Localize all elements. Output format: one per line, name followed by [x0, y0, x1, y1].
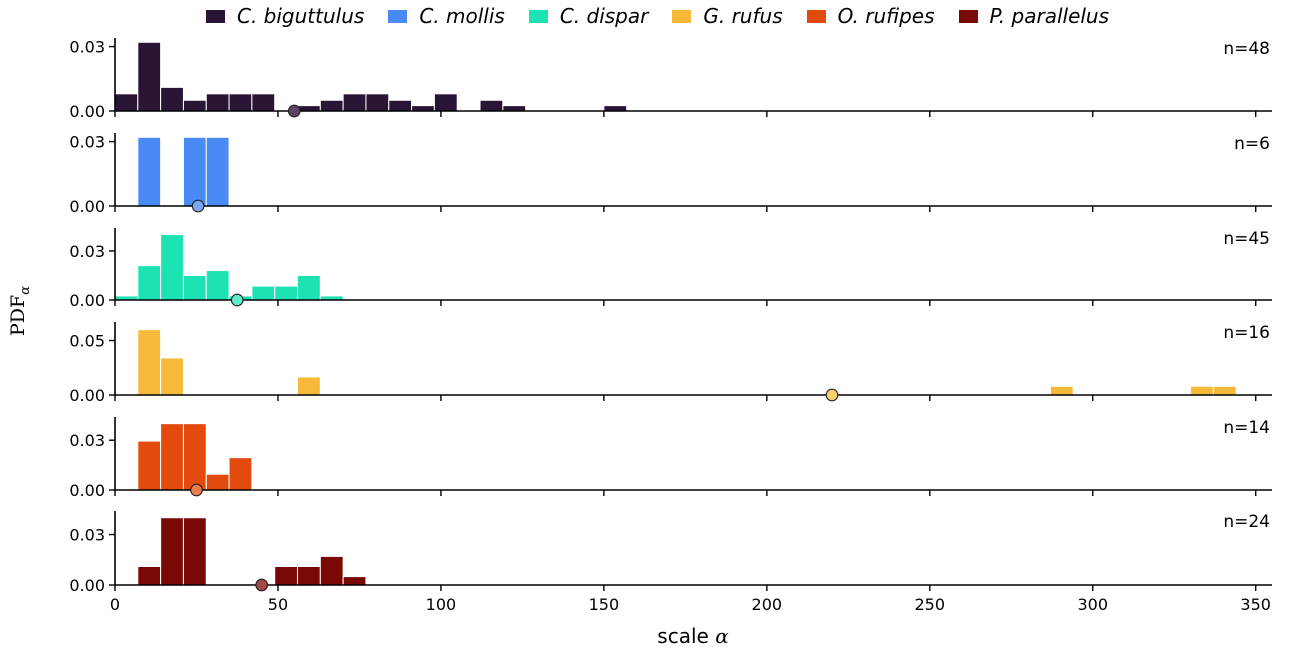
- histogram-bar: [160, 517, 184, 586]
- mean-marker: [255, 578, 269, 592]
- legend-label: P. parallelus: [989, 4, 1110, 28]
- histogram-bar: [114, 93, 139, 112]
- histogram-bar: [1212, 385, 1237, 396]
- histogram-bar: [228, 457, 253, 491]
- legend-item: O. rufipes: [806, 4, 935, 28]
- histogram-bar: [160, 357, 184, 396]
- histogram-bar: [251, 285, 276, 301]
- histogram-bar: [411, 105, 435, 112]
- histogram-bar: [137, 265, 162, 301]
- histogram-bar: [1049, 385, 1074, 396]
- histogram-bar: [365, 93, 390, 112]
- y-tick-label: 0.00: [69, 576, 105, 595]
- legend-item: C. biguttulus: [206, 4, 364, 28]
- histogram-bar: [502, 105, 527, 112]
- histogram-bar: [137, 329, 162, 396]
- legend-swatch: [672, 9, 692, 23]
- x-tick-label: 350: [1240, 595, 1271, 614]
- sample-size-label: n=48: [1223, 39, 1270, 59]
- mean-marker: [287, 104, 301, 118]
- histogram-bar: [182, 136, 207, 207]
- histogram-bar: [137, 136, 162, 207]
- legend-item: C. dispar: [528, 4, 649, 28]
- histogram-bar: [205, 136, 230, 207]
- histogram-bar: [182, 274, 207, 301]
- histogram-bar: [137, 41, 162, 112]
- y-tick-label: 0.03: [69, 526, 105, 545]
- y-tick-label: 0.00: [69, 386, 105, 405]
- histogram-bar: [182, 99, 207, 112]
- histogram-bar: [297, 105, 321, 112]
- y-tick-label: 0.00: [69, 481, 105, 500]
- histogram-bar: [205, 93, 230, 112]
- histogram-bar: [160, 234, 184, 301]
- histogram-bar: [182, 423, 207, 491]
- histogram-bar: [137, 440, 162, 491]
- sample-size-label: n=45: [1223, 229, 1270, 249]
- histogram-bar: [274, 566, 299, 586]
- histogram-bar: [297, 274, 321, 301]
- histogram-bar: [274, 285, 299, 301]
- histogram-bar: [160, 423, 184, 491]
- legend-swatch: [958, 9, 978, 23]
- legend-swatch: [528, 9, 548, 23]
- x-tick-label: 250: [915, 595, 946, 614]
- mean-marker: [190, 483, 203, 497]
- x-tick-label: 300: [1077, 595, 1108, 614]
- histogram-bar: [251, 93, 276, 112]
- mean-marker: [825, 388, 839, 402]
- mean-marker: [230, 293, 244, 307]
- histogram-bar: [182, 517, 207, 586]
- legend-item: C. mollis: [388, 4, 505, 28]
- legend-label: C. biguttulus: [237, 4, 365, 28]
- histogram-bar: [319, 99, 344, 112]
- legend-label: C. mollis: [419, 4, 505, 28]
- histogram-bar: [388, 99, 413, 112]
- legend-swatch: [388, 9, 408, 23]
- histogram-bar: [433, 93, 458, 112]
- y-tick-label: 0.00: [69, 197, 105, 216]
- x-tick-label: 0: [110, 595, 120, 614]
- histogram-bar: [160, 86, 184, 112]
- y-tick-label: 0.03: [69, 133, 105, 152]
- legend-item: P. parallelus: [958, 4, 1110, 28]
- sample-size-label: n=24: [1223, 512, 1270, 532]
- histogram-bar: [1190, 385, 1214, 396]
- legend-item: G. rufus: [672, 4, 783, 28]
- histogram-bar: [603, 105, 628, 112]
- sample-size-label: n=16: [1223, 323, 1270, 343]
- y-tick-label: 0.03: [69, 242, 105, 261]
- sample-size-label: n=6: [1234, 134, 1270, 154]
- legend-label: G. rufus: [703, 4, 783, 28]
- y-tick-label: 0.03: [69, 38, 105, 57]
- histogram-bar: [228, 93, 253, 112]
- x-axis-label: scale α: [657, 624, 729, 648]
- histogram-bar: [205, 270, 230, 301]
- x-tick-label: 50: [268, 595, 288, 614]
- legend: C. biguttulus C. mollis C. dispar G. rufus O…: [206, 3, 1109, 29]
- histogram-bar: [297, 376, 321, 396]
- y-axis-label: PDFα: [7, 286, 33, 336]
- y-tick-label: 0.00: [69, 102, 105, 121]
- histogram-bar: [342, 93, 367, 112]
- x-tick-label: 100: [426, 595, 457, 614]
- x-tick-label: 200: [752, 595, 783, 614]
- y-tick-label: 0.03: [69, 431, 105, 450]
- histogram-bar: [319, 555, 344, 586]
- y-tick-label: 0.05: [69, 332, 105, 351]
- legend-swatch: [806, 9, 826, 23]
- histogram-bar: [342, 576, 367, 586]
- sample-size-label: n=14: [1223, 418, 1270, 438]
- x-tick-label: 150: [589, 595, 620, 614]
- histogram-bar: [205, 473, 230, 491]
- legend-label: O. rufipes: [837, 4, 935, 28]
- legend-label: C. dispar: [559, 4, 649, 28]
- histogram-bar: [479, 99, 504, 112]
- histogram-bar: [137, 566, 162, 586]
- histogram-bar: [297, 566, 321, 586]
- mean-marker: [191, 199, 205, 213]
- y-tick-label: 0.00: [69, 291, 105, 310]
- legend-swatch: [206, 9, 225, 23]
